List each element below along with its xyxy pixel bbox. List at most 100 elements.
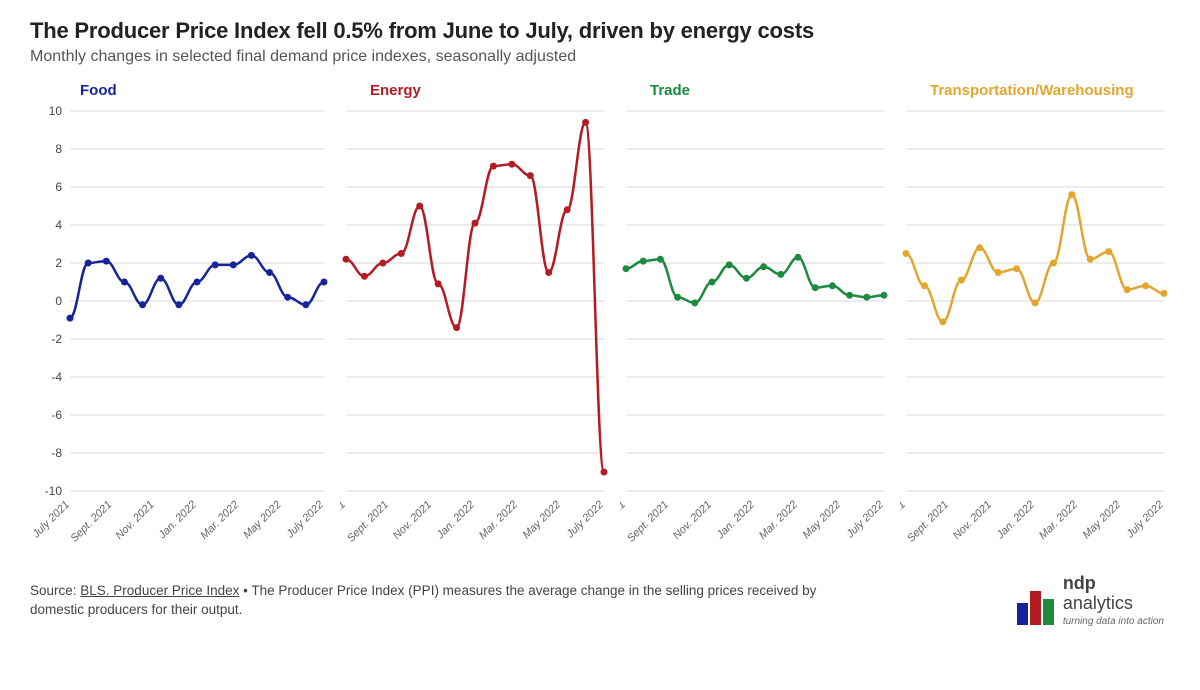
chart-panels-row: Food-10-8-6-4-20246810July 2021Sept. 202…: [30, 76, 1170, 568]
svg-text:6: 6: [55, 180, 62, 194]
series-marker-food: [321, 279, 328, 286]
series-marker-transport: [995, 269, 1002, 276]
x-axis-label: Mar. 2022: [757, 499, 800, 542]
series-marker-trade: [674, 294, 681, 301]
series-marker-food: [103, 258, 110, 265]
panel-title-transport: Transportation/Warehousing: [930, 82, 1170, 99]
series-marker-food: [194, 279, 201, 286]
chart-svg-trade: July 2021Sept. 2021Nov. 2021Jan. 2022Mar…: [620, 101, 890, 563]
x-axis-label: Jan. 2022: [994, 499, 1037, 542]
source-link-text: BLS. Producer Price Index: [80, 583, 239, 598]
chart-svg-transport: July 2021Sept. 2021Nov. 2021Jan. 2022Mar…: [900, 101, 1170, 563]
svg-text:0: 0: [55, 294, 62, 308]
series-marker-energy: [379, 260, 386, 267]
series-marker-transport: [921, 282, 928, 289]
series-marker-food: [302, 301, 309, 308]
chart-panel-trade: Trade July 2021Sept. 2021Nov. 2021Jan. 20…: [620, 76, 890, 568]
svg-text:-8: -8: [51, 446, 62, 460]
x-axis-label: Jan. 2022: [714, 499, 757, 542]
series-marker-transport: [903, 250, 910, 257]
series-marker-energy: [435, 280, 442, 287]
series-marker-trade: [777, 271, 784, 278]
series-marker-energy: [601, 469, 608, 476]
panel-title-trade: Trade: [650, 82, 890, 99]
series-marker-energy: [472, 220, 479, 227]
series-marker-trade: [691, 299, 698, 306]
series-marker-food: [67, 315, 74, 322]
x-axis-label: May 2022: [1080, 499, 1123, 542]
svg-text:2: 2: [55, 256, 62, 270]
svg-text:-2: -2: [51, 332, 62, 346]
series-marker-trade: [623, 265, 630, 272]
x-axis-label: Jan. 2022: [156, 499, 199, 542]
ndp-logo: ndpanalytics turning data into action: [1015, 574, 1170, 627]
x-axis-label: May 2022: [520, 499, 563, 542]
panel-title-energy: Energy: [370, 82, 610, 99]
chart-panel-energy: EnergyJuly 2021Sept. 2021Nov. 2021Jan. 2…: [340, 76, 610, 568]
x-axis-label: July 2022: [284, 499, 326, 541]
series-marker-trade: [829, 282, 836, 289]
series-marker-food: [284, 294, 291, 301]
series-marker-trade: [709, 279, 716, 286]
series-marker-trade: [846, 292, 853, 299]
series-marker-transport: [1013, 265, 1020, 272]
series-marker-transport: [1142, 282, 1149, 289]
svg-text:4: 4: [55, 218, 62, 232]
series-marker-transport: [1161, 290, 1168, 297]
series-marker-transport: [958, 277, 965, 284]
series-marker-energy: [564, 206, 571, 213]
chart-svg-food: -10-8-6-4-20246810July 2021Sept. 2021Nov…: [30, 101, 330, 563]
x-axis-label: Sept. 2021: [625, 499, 671, 545]
series-marker-trade: [640, 258, 647, 265]
x-axis-label: July 2022: [1124, 499, 1166, 541]
series-marker-energy: [582, 119, 589, 126]
series-marker-food: [121, 279, 128, 286]
source-prefix: Source:: [30, 583, 80, 598]
ndp-logo-text: ndpanalytics: [1063, 573, 1133, 613]
series-marker-food: [230, 261, 237, 268]
chart-panel-transport: Transportation/Warehousing July 2021Sept.…: [900, 76, 1170, 568]
series-marker-trade: [795, 254, 802, 261]
x-axis-label: Sept. 2021: [345, 499, 391, 545]
svg-text:-6: -6: [51, 408, 62, 422]
series-marker-trade: [863, 294, 870, 301]
series-marker-trade: [726, 261, 733, 268]
ndp-logo-tagline: turning data into action: [1063, 616, 1164, 627]
series-marker-energy: [416, 203, 423, 210]
series-marker-transport: [1105, 248, 1112, 255]
series-line-trade: [626, 257, 884, 303]
series-marker-trade: [657, 256, 664, 263]
series-marker-transport: [1087, 256, 1094, 263]
series-marker-trade: [881, 292, 888, 299]
series-marker-food: [248, 252, 255, 259]
series-marker-trade: [743, 275, 750, 282]
page-subtitle: Monthly changes in selected final demand…: [30, 48, 1170, 66]
x-axis-label: Mar. 2022: [1037, 499, 1080, 542]
source-caption: Source: BLS. Producer Price Index • The …: [30, 582, 850, 618]
series-marker-energy: [453, 324, 460, 331]
series-marker-trade: [760, 263, 767, 270]
x-axis-label: Jan. 2022: [434, 499, 477, 542]
series-marker-energy: [527, 172, 534, 179]
x-axis-label: Nov. 2021: [113, 499, 156, 542]
x-axis-label: Sept. 2021: [68, 499, 114, 545]
x-axis-label: Mar. 2022: [198, 499, 241, 542]
series-line-food: [70, 255, 324, 318]
x-axis-label: July 2021: [30, 499, 72, 541]
series-marker-transport: [976, 244, 983, 251]
x-axis-label: Mar. 2022: [477, 499, 520, 542]
x-axis-label: Sept. 2021: [905, 499, 951, 545]
x-axis-label: Nov. 2021: [951, 499, 994, 542]
series-marker-transport: [939, 318, 946, 325]
x-axis-label: May 2022: [241, 499, 284, 542]
series-marker-transport: [1068, 191, 1075, 198]
series-marker-energy: [545, 269, 552, 276]
page-title: The Producer Price Index fell 0.5% from …: [30, 18, 1170, 44]
series-marker-food: [175, 301, 182, 308]
series-line-energy: [346, 122, 604, 472]
series-marker-energy: [490, 163, 497, 170]
series-marker-food: [157, 275, 164, 282]
panel-title-food: Food: [80, 82, 330, 99]
svg-text:8: 8: [55, 142, 62, 156]
x-axis-label: May 2022: [800, 499, 843, 542]
